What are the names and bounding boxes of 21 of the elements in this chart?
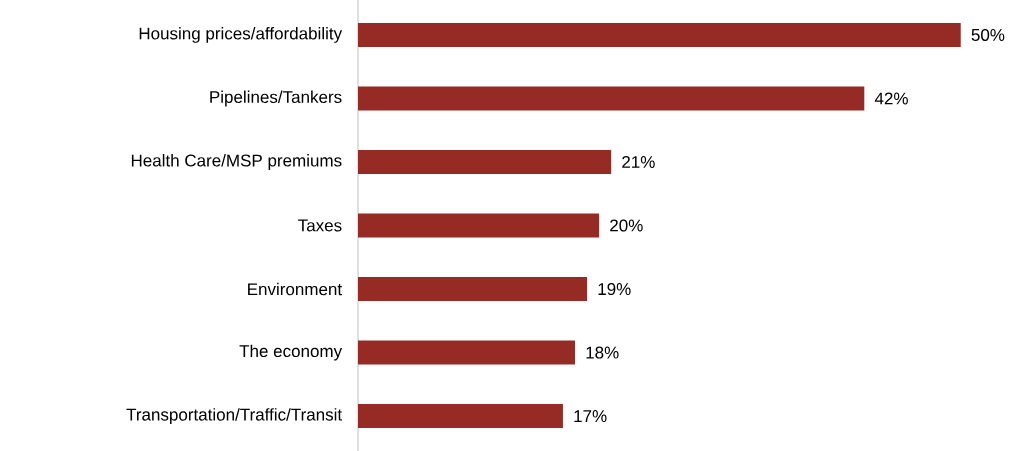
y-tick-label: Environment (248, 282, 342, 296)
bar (358, 22, 961, 47)
y-tick-label: Housing prices/affordability (139, 27, 343, 43)
data-label: 18% (586, 346, 619, 359)
y-tick-label: Transportation/Traffic/Transit (126, 408, 342, 424)
data-label: 50% (971, 28, 1005, 41)
data-label: 42% (874, 92, 908, 105)
y-tick-label: The economy (239, 344, 343, 361)
bar (358, 404, 563, 429)
data-label: 19% (598, 283, 631, 296)
data-label: 20% (610, 219, 643, 232)
bar (358, 86, 865, 111)
data-label: 17% (574, 410, 607, 423)
bar (358, 213, 600, 238)
bar (358, 277, 588, 302)
y-tick-label: Taxes (298, 219, 342, 232)
bar (358, 149, 612, 174)
bar (358, 340, 575, 365)
y-tick-label: Pipelines/Tankers (210, 90, 342, 107)
y-tick-label: Health Care/MSP premiums (131, 154, 342, 170)
data-label: 21% (622, 155, 655, 168)
